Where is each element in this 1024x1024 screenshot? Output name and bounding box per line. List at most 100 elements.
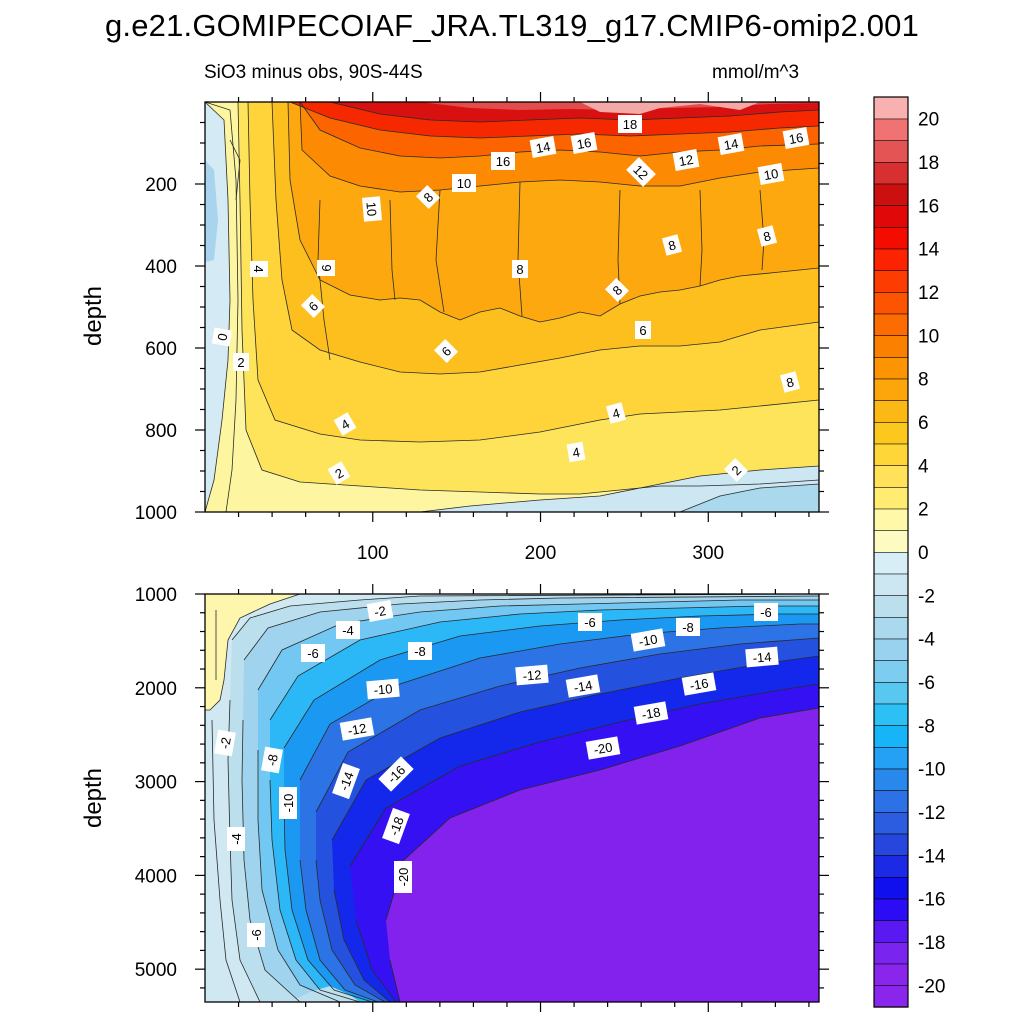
colorbar-tick-label: -4 xyxy=(918,630,935,651)
lower-contour-label-text: -8 xyxy=(682,620,694,635)
colorbar-swatch xyxy=(873,660,909,683)
x-tick-label: 200 xyxy=(525,543,557,564)
upper-contour-label-box xyxy=(529,136,557,158)
lower-contour-label-text: -14 xyxy=(573,677,594,695)
colorbar-swatch xyxy=(873,855,909,878)
lower-contour-label-box xyxy=(339,717,375,741)
upper-filled-contours xyxy=(205,102,819,512)
lower-contour-label-box xyxy=(565,674,601,698)
lower-contour-label: -4 xyxy=(227,827,245,851)
colorbar-swatch xyxy=(873,335,909,358)
lower-contour-label-box xyxy=(585,736,621,760)
lower-contour-label-box xyxy=(366,678,400,700)
lower-contour-label-text: -14 xyxy=(752,649,772,666)
upper-y-tick-labels: 200 400 600 800 1000 xyxy=(135,175,177,524)
upper-contour-label-box xyxy=(333,412,357,436)
y-tick-label: 400 xyxy=(145,257,177,278)
upper-contour-label-box xyxy=(605,402,627,424)
lower-contour-label-text: -6 xyxy=(584,615,596,630)
lower-contour-label-box xyxy=(676,618,700,636)
lower-filled-contours xyxy=(205,594,819,1002)
upper-contour-label-box xyxy=(361,196,383,222)
colorbar-swatch xyxy=(873,898,909,921)
lower-y-tick-labels: 1000 2000 3000 4000 5000 xyxy=(135,585,177,981)
upper-contour-labels: 18 16 14 16 14 16 12 12 10 10 10 8 8 8 8 8 4 6 6 6 6 8 0 2 4 4 4 2 2 xyxy=(211,115,810,485)
upper-contour-label: 2 xyxy=(723,457,749,483)
colorbar-tick-label: -10 xyxy=(918,760,945,781)
lower-contour-label-text: -4 xyxy=(342,623,354,638)
lower-contour-label: -2 xyxy=(366,600,394,622)
upper-contour-label: 8 xyxy=(756,225,778,247)
lower-contour-label-text: -16 xyxy=(689,675,710,693)
lower-contour-label: -16 xyxy=(681,672,717,696)
lower-contour-label-text: -18 xyxy=(641,704,662,722)
upper-contour-label-box xyxy=(661,234,683,256)
colorbar: 20181614121086420-2-4-6-8-10-12-14-16-18… xyxy=(873,96,946,1008)
colorbar-frame xyxy=(873,96,909,1008)
upper-y-axis-label: depth xyxy=(80,286,107,346)
lower-contour-label: -4 xyxy=(336,621,360,639)
upper-contour-label-box xyxy=(717,133,745,155)
upper-contour-label-text: 6 xyxy=(639,323,646,338)
colorbar-swatch xyxy=(873,226,909,250)
lower-contour-label-text: -12 xyxy=(522,667,542,684)
lower-contour-label-text: -8 xyxy=(414,644,426,659)
colorbar-swatch xyxy=(873,725,909,748)
lower-contour-label-box xyxy=(378,756,414,792)
upper-contour-label-box xyxy=(782,127,810,149)
y-tick-label: 4000 xyxy=(135,866,177,887)
upper-contour-label: 6 xyxy=(300,293,326,319)
upper-contour-label-text: 16 xyxy=(788,130,805,147)
colorbar-swatch xyxy=(873,356,909,380)
y-tick-label: 800 xyxy=(145,421,177,442)
colorbar-swatch xyxy=(873,833,909,856)
colorbar-swatch xyxy=(873,681,909,705)
lower-contour-label-text: -20 xyxy=(396,868,411,887)
upper-contour-label-text: 12 xyxy=(678,152,695,169)
upper-contour-label-box xyxy=(756,225,778,247)
colorbar-tick-label: 18 xyxy=(918,153,939,174)
upper-contour-label: 8 xyxy=(512,260,528,278)
lower-contour-label-text: -12 xyxy=(347,720,368,738)
colorbar-swatch xyxy=(873,118,909,141)
lower-contour-label: -8 xyxy=(261,746,283,774)
colorbar-swatch xyxy=(873,595,909,618)
upper-contour-label-box xyxy=(415,184,441,210)
upper-contour-label-text: 8 xyxy=(667,237,678,253)
lower-contour-label-box xyxy=(336,621,360,639)
colorbar-swatch xyxy=(873,313,909,336)
upper-contour-label: 8 xyxy=(661,234,683,256)
y-tick-label: 3000 xyxy=(135,773,177,794)
upper-contour-label: 2 xyxy=(233,353,249,371)
colorbar-swatch xyxy=(873,985,909,1008)
upper-contour-label-box xyxy=(626,157,656,187)
colorbar-tick-label: 0 xyxy=(918,543,929,564)
upper-contour-label: 8 xyxy=(415,184,441,210)
colorbar-swatch xyxy=(873,811,909,835)
upper-contour-label-box xyxy=(723,457,749,483)
lower-contour-label: -20 xyxy=(394,861,412,893)
colorbar-swatch xyxy=(873,746,909,770)
lower-contour-label: -6 xyxy=(301,644,325,662)
upper-contour-label-text: 4 xyxy=(611,405,622,421)
lower-contour-label-box xyxy=(279,787,297,819)
upper-contour-label-box xyxy=(211,327,233,347)
lower-contour-label-text: -20 xyxy=(593,739,614,757)
lower-contour-label: -18 xyxy=(633,701,669,725)
colorbar-swatch xyxy=(873,248,909,271)
lower-contour-label-text: -6 xyxy=(760,605,772,620)
lower-contour-label-box xyxy=(227,827,245,851)
y-tick-label: 1000 xyxy=(135,585,177,606)
lower-contour-label: -12 xyxy=(515,664,549,686)
upper-contour-label-text: 4 xyxy=(571,444,581,460)
upper-contour-label-box xyxy=(512,260,528,278)
lower-contour-label-box xyxy=(394,861,412,893)
colorbar-swatches xyxy=(873,96,909,1008)
upper-contour-label: 6 xyxy=(317,260,335,276)
upper-contour-label-box xyxy=(757,163,785,185)
colorbar-tick-label: 12 xyxy=(918,283,939,304)
upper-contour-label: 16 xyxy=(491,152,515,170)
upper-contour-label: 10 xyxy=(452,174,476,192)
lower-contour-label: -18 xyxy=(382,807,410,845)
